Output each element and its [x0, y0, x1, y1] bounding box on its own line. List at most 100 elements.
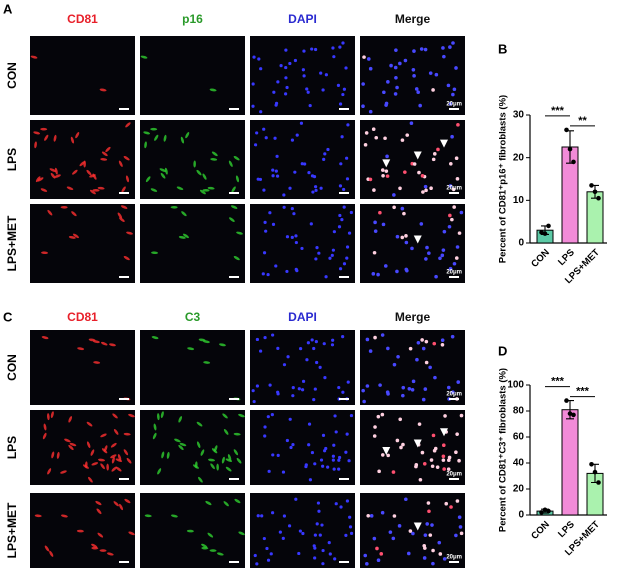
cell [309, 222, 313, 226]
cell [342, 87, 346, 91]
cell [400, 235, 405, 240]
cell [292, 212, 296, 216]
cell [321, 88, 325, 92]
cell [408, 529, 413, 533]
cell [379, 552, 384, 556]
cell [287, 524, 292, 528]
y-tick-label: 100 [507, 380, 524, 391]
cell [285, 269, 289, 274]
cell [412, 162, 417, 166]
cell [251, 389, 255, 393]
cell [312, 544, 316, 548]
cell [341, 92, 345, 97]
cell [345, 499, 350, 503]
cell [86, 441, 91, 449]
significance-label: *** [551, 376, 565, 388]
cell [268, 383, 272, 387]
cell [386, 453, 391, 458]
cell [314, 340, 318, 344]
cell [404, 240, 409, 245]
cell [421, 346, 426, 351]
cell [339, 505, 343, 509]
cell [441, 458, 446, 462]
cell [219, 343, 226, 347]
cell [419, 222, 424, 226]
scale-bar-label: 20μm [446, 102, 462, 108]
micrograph [360, 204, 465, 283]
panel-letter: D [498, 343, 507, 358]
cell [362, 399, 366, 404]
cell [34, 141, 37, 149]
x-tick-label: LPS [556, 247, 577, 268]
cell [368, 349, 373, 353]
data-point [542, 231, 548, 236]
cell [366, 513, 371, 518]
cell [196, 421, 203, 427]
cell [233, 432, 241, 436]
channel-header: Merge [395, 12, 431, 26]
cell [282, 205, 286, 209]
cell [432, 152, 437, 156]
cell [328, 552, 332, 556]
cell [422, 543, 427, 548]
cell [268, 211, 272, 215]
cell [331, 46, 335, 50]
micrograph [30, 204, 135, 283]
cell [171, 514, 178, 518]
cell [411, 531, 415, 536]
cell [315, 522, 319, 526]
panel-letter: A [3, 1, 13, 16]
cell [119, 217, 125, 223]
cell [210, 158, 218, 161]
arrowhead [440, 139, 448, 148]
cell [230, 205, 238, 209]
cell [205, 500, 212, 506]
cell [368, 177, 373, 182]
cell [225, 458, 233, 462]
cell [381, 173, 385, 178]
row-label: LPS [5, 148, 19, 171]
cell [181, 211, 187, 217]
cell [362, 55, 366, 59]
cell [321, 433, 326, 437]
cell [423, 184, 428, 189]
data-point [596, 480, 601, 485]
cell [418, 477, 423, 482]
cell [267, 469, 271, 473]
cell [400, 206, 405, 211]
cell [263, 434, 267, 438]
cell [261, 272, 265, 276]
cell [339, 162, 343, 166]
cell [282, 363, 287, 367]
cell [333, 557, 337, 561]
cell [200, 449, 205, 456]
micrograph [360, 493, 465, 568]
cell [441, 248, 446, 252]
cell [444, 501, 449, 506]
micrograph [250, 330, 355, 405]
cell [427, 251, 431, 255]
cell [300, 388, 305, 392]
cell [421, 397, 426, 402]
cell [386, 392, 390, 396]
cell [100, 463, 105, 470]
cell [259, 67, 263, 71]
cell [210, 463, 215, 470]
cell [288, 61, 292, 66]
cell [426, 501, 431, 505]
cell [412, 74, 416, 78]
cell [185, 132, 190, 139]
cell [302, 74, 306, 78]
arrowhead [382, 447, 391, 455]
cell [251, 104, 255, 108]
cell [457, 458, 461, 463]
cell [236, 457, 242, 464]
cell [262, 536, 266, 541]
cell [121, 186, 126, 193]
cell [153, 423, 157, 431]
cell [321, 548, 325, 553]
cell [334, 502, 338, 506]
cell [161, 451, 165, 459]
cell [420, 338, 424, 342]
cell [334, 430, 338, 434]
